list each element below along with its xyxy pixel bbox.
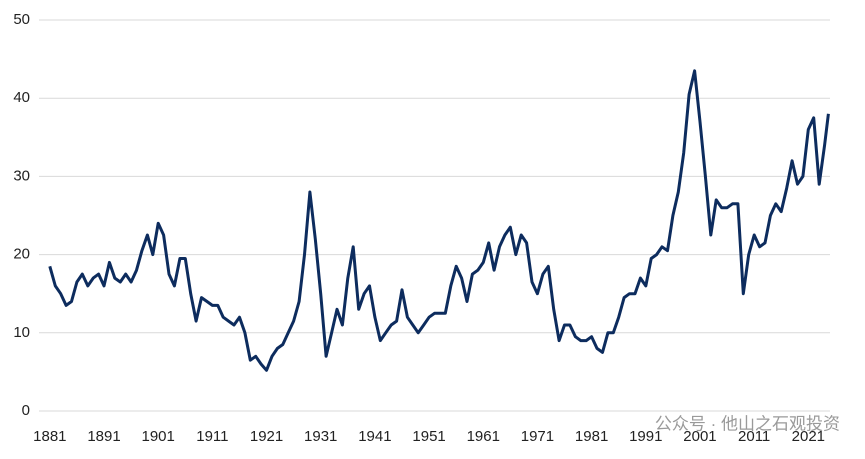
x-tick-label: 1911 (196, 428, 228, 445)
y-tick-label: 50 (13, 11, 30, 28)
x-tick-label: 1921 (250, 428, 283, 445)
x-tick-label: 2001 (683, 428, 716, 445)
watermark: 公众号 · 他山之石观投资 (655, 414, 840, 433)
y-tick-label: 10 (13, 324, 30, 341)
y-tick-label: 30 (13, 167, 30, 184)
x-tick-label: 1901 (142, 428, 175, 445)
x-tick-label: 1931 (304, 428, 337, 445)
x-tick-label: 1891 (87, 428, 120, 445)
x-tick-label: 1991 (629, 428, 662, 445)
y-tick-label: 0 (22, 402, 30, 419)
x-tick-label: 2021 (792, 428, 825, 445)
x-tick-label: 1971 (521, 428, 554, 445)
x-tick-label: 1961 (467, 428, 500, 445)
x-tick-label: 1981 (575, 428, 608, 445)
line-series (48, 69, 830, 372)
x-tick-label: 2011 (738, 428, 770, 445)
x-tick-label: 1941 (358, 428, 391, 445)
y-tick-label: 40 (13, 89, 30, 106)
x-tick-label: 1881 (33, 428, 66, 445)
x-tick-label: 1951 (412, 428, 445, 445)
y-tick-label: 20 (13, 246, 30, 263)
